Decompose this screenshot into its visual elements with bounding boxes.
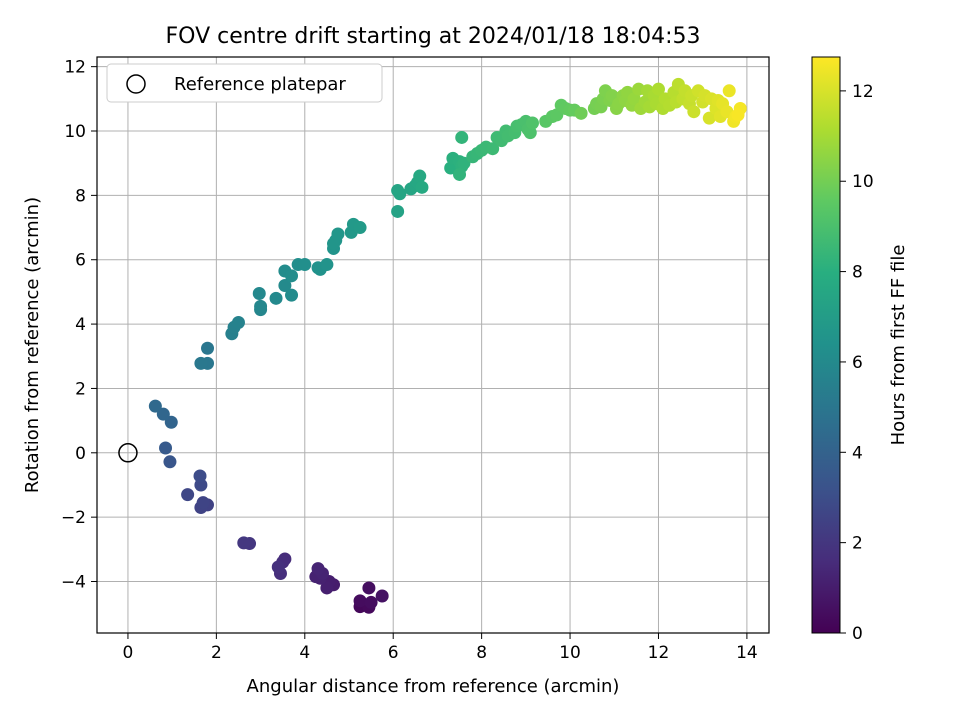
data-point: [391, 204, 405, 218]
data-point: [574, 106, 588, 120]
data-point: [453, 167, 467, 181]
data-point: [148, 399, 162, 413]
data-point: [375, 589, 389, 603]
legend-box: [106, 63, 383, 103]
data-point: [415, 180, 429, 194]
data-point: [353, 221, 367, 235]
x-tick-label: 8: [476, 643, 487, 663]
data-point: [164, 415, 178, 429]
data-point: [285, 288, 299, 302]
data-point: [722, 84, 736, 98]
data-point: [413, 169, 427, 183]
legend-marker-icon: [126, 74, 146, 94]
y-tick-label: 10: [64, 122, 86, 142]
y-axis-label: Rotation from reference (arcmin): [22, 197, 43, 493]
data-point: [196, 496, 210, 510]
chart-title: FOV centre drift starting at 2024/01/18 …: [166, 24, 701, 49]
data-point: [331, 227, 345, 241]
plot-area: 0 2 4 6 8 10 12 14 −4 −2 0 2 4 6 8 10 12: [61, 56, 770, 663]
colorbar: 0 2 4 6 8 10 12 Hours from first FF file: [811, 56, 909, 644]
data-point: [731, 108, 745, 122]
data-point: [278, 278, 292, 292]
y-tick-label: 2: [75, 379, 86, 399]
plot-frame: [96, 56, 770, 634]
data-point: [327, 237, 341, 251]
colorbar-tick-label: 4: [852, 443, 863, 463]
data-point: [455, 130, 469, 144]
legend-entry-reference: Reference platepar: [174, 74, 346, 95]
data-point: [285, 269, 299, 283]
data-point: [252, 287, 266, 301]
data-point: [687, 105, 701, 119]
data-points: [148, 77, 747, 614]
x-axis-label: Angular distance from reference (arcmin): [247, 676, 620, 697]
y-tick-label: 0: [75, 444, 86, 464]
colorbar-tick-label: 12: [852, 82, 874, 102]
y-tick-label: 12: [64, 58, 86, 78]
colorbar-tick-label: 0: [852, 624, 863, 644]
data-point: [193, 469, 207, 483]
data-point: [231, 315, 245, 329]
data-point: [364, 595, 378, 609]
plot-background: [97, 57, 769, 633]
colorbar-tick-label: 8: [852, 263, 863, 283]
x-tick-label: 4: [299, 643, 310, 663]
x-tick-label: 6: [388, 643, 399, 663]
data-point: [201, 341, 215, 355]
x-axis-ticks: 0 2 4 6 8 10 12 14: [123, 633, 758, 663]
y-tick-label: 4: [75, 315, 86, 335]
data-point: [353, 594, 367, 608]
data-point: [525, 116, 539, 130]
x-tick-label: 12: [648, 643, 670, 663]
grid-lines: [97, 57, 769, 633]
data-point: [269, 291, 283, 305]
data-point: [181, 488, 195, 502]
x-tick-label: 10: [559, 643, 581, 663]
data-point: [311, 562, 325, 576]
data-point: [393, 187, 407, 201]
data-point: [320, 258, 334, 272]
data-point: [320, 581, 334, 595]
data-point: [163, 455, 177, 469]
colorbar-tick-label: 2: [852, 534, 863, 554]
x-tick-label: 14: [736, 643, 758, 663]
x-tick-label: 2: [211, 643, 222, 663]
data-point: [237, 536, 251, 550]
data-point: [156, 407, 170, 421]
colorbar-gradient: [811, 56, 841, 634]
x-tick-label: 0: [123, 643, 134, 663]
y-tick-label: 8: [75, 186, 86, 206]
colorbar-tick-label: 6: [852, 353, 863, 373]
data-point: [194, 356, 208, 370]
colorbar-ticks: 0 2 4 6 8 10 12: [840, 82, 874, 644]
data-point: [298, 258, 312, 272]
colorbar-tick-label: 10: [852, 172, 874, 192]
data-point: [159, 441, 173, 455]
data-point: [651, 82, 665, 96]
data-point: [271, 560, 285, 574]
y-tick-label: −2: [61, 508, 86, 528]
y-tick-label: −4: [61, 573, 86, 593]
data-point: [486, 142, 500, 156]
colorbar-label: Hours from first FF file: [888, 245, 909, 446]
data-point: [702, 111, 716, 125]
data-point: [254, 299, 268, 313]
reference-platepar-marker: [118, 443, 138, 463]
y-tick-label: 6: [75, 251, 86, 271]
legend: Reference platepar: [106, 63, 383, 103]
data-point: [362, 581, 376, 595]
y-axis-ticks: −4 −2 0 2 4 6 8 10 12: [61, 58, 97, 593]
data-point: [627, 92, 641, 106]
